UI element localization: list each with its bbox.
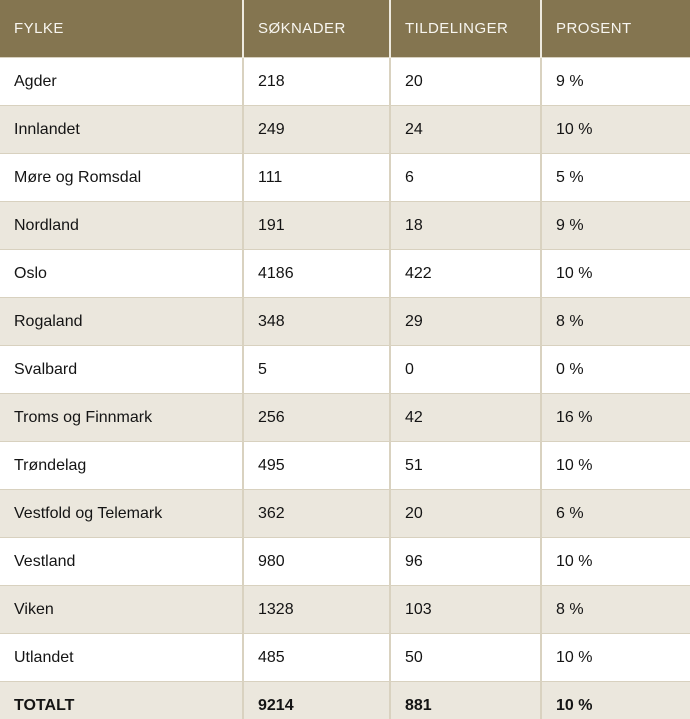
- cell-fylke: TOTALT: [0, 681, 243, 719]
- header-cell-soknader: SØKNADER: [242, 0, 390, 58]
- cell-tildelinger: 103: [389, 585, 541, 634]
- cell-prosent: 9 %: [540, 201, 690, 250]
- cell-soknader: 249: [242, 105, 390, 154]
- table-row: Agder 218 20 9 %: [0, 57, 690, 106]
- cell-tildelinger: 422: [389, 249, 541, 298]
- table-row: Vestfold og Telemark 362 20 6 %: [0, 489, 690, 538]
- header-cell-prosent: PROSENT: [540, 0, 690, 58]
- cell-tildelinger: 42: [389, 393, 541, 442]
- cell-fylke: Møre og Romsdal: [0, 153, 243, 202]
- table-row: Innlandet 249 24 10 %: [0, 105, 690, 154]
- table-row: Troms og Finnmark 256 42 16 %: [0, 393, 690, 442]
- cell-soknader: 495: [242, 441, 390, 490]
- cell-fylke: Vestfold og Telemark: [0, 489, 243, 538]
- table-row: Møre og Romsdal 111 6 5 %: [0, 153, 690, 202]
- cell-soknader: 348: [242, 297, 390, 346]
- cell-fylke: Vestland: [0, 537, 243, 586]
- cell-soknader: 4186: [242, 249, 390, 298]
- cell-tildelinger: 24: [389, 105, 541, 154]
- cell-prosent: 0 %: [540, 345, 690, 394]
- cell-prosent: 10 %: [540, 105, 690, 154]
- header-cell-fylke: FYLKE: [0, 0, 243, 58]
- cell-prosent: 10 %: [540, 633, 690, 682]
- table-row: Oslo 4186 422 10 %: [0, 249, 690, 298]
- cell-fylke: Innlandet: [0, 105, 243, 154]
- table-body: Agder 218 20 9 % Innlandet 249 24 10 % M…: [0, 57, 690, 719]
- cell-soknader: 980: [242, 537, 390, 586]
- cell-prosent: 8 %: [540, 297, 690, 346]
- cell-prosent: 6 %: [540, 489, 690, 538]
- cell-soknader: 485: [242, 633, 390, 682]
- cell-prosent: 8 %: [540, 585, 690, 634]
- cell-tildelinger: 18: [389, 201, 541, 250]
- cell-soknader: 256: [242, 393, 390, 442]
- cell-tildelinger: 29: [389, 297, 541, 346]
- cell-tildelinger: 20: [389, 489, 541, 538]
- cell-soknader: 1328: [242, 585, 390, 634]
- table-row: Rogaland 348 29 8 %: [0, 297, 690, 346]
- header-row: FYLKE SØKNADER TILDELINGER PROSENT: [0, 0, 690, 58]
- cell-fylke: Troms og Finnmark: [0, 393, 243, 442]
- table-row: Utlandet 485 50 10 %: [0, 633, 690, 682]
- header-cell-tildelinger: TILDELINGER: [389, 0, 541, 58]
- cell-prosent: 5 %: [540, 153, 690, 202]
- cell-soknader: 191: [242, 201, 390, 250]
- cell-tildelinger: 20: [389, 57, 541, 106]
- cell-prosent: 16 %: [540, 393, 690, 442]
- cell-fylke: Viken: [0, 585, 243, 634]
- cell-soknader: 9214: [242, 681, 390, 719]
- table-row: Svalbard 5 0 0 %: [0, 345, 690, 394]
- table-header: FYLKE SØKNADER TILDELINGER PROSENT: [0, 0, 690, 58]
- cell-soknader: 218: [242, 57, 390, 106]
- table-row: Vestland 980 96 10 %: [0, 537, 690, 586]
- cell-tildelinger: 96: [389, 537, 541, 586]
- cell-fylke: Agder: [0, 57, 243, 106]
- table-row: Trøndelag 495 51 10 %: [0, 441, 690, 490]
- table-row: Viken 1328 103 8 %: [0, 585, 690, 634]
- cell-fylke: Utlandet: [0, 633, 243, 682]
- cell-soknader: 362: [242, 489, 390, 538]
- cell-tildelinger: 51: [389, 441, 541, 490]
- table-row: Nordland 191 18 9 %: [0, 201, 690, 250]
- cell-fylke: Nordland: [0, 201, 243, 250]
- cell-prosent: 10 %: [540, 681, 690, 719]
- cell-fylke: Rogaland: [0, 297, 243, 346]
- cell-tildelinger: 6: [389, 153, 541, 202]
- cell-tildelinger: 0: [389, 345, 541, 394]
- cell-prosent: 10 %: [540, 441, 690, 490]
- cell-prosent: 10 %: [540, 537, 690, 586]
- cell-tildelinger: 881: [389, 681, 541, 719]
- cell-fylke: Trøndelag: [0, 441, 243, 490]
- cell-soknader: 111: [242, 153, 390, 202]
- cell-fylke: Oslo: [0, 249, 243, 298]
- table-row-total: TOTALT 9214 881 10 %: [0, 681, 690, 719]
- cell-prosent: 10 %: [540, 249, 690, 298]
- cell-soknader: 5: [242, 345, 390, 394]
- cell-prosent: 9 %: [540, 57, 690, 106]
- cell-fylke: Svalbard: [0, 345, 243, 394]
- cell-tildelinger: 50: [389, 633, 541, 682]
